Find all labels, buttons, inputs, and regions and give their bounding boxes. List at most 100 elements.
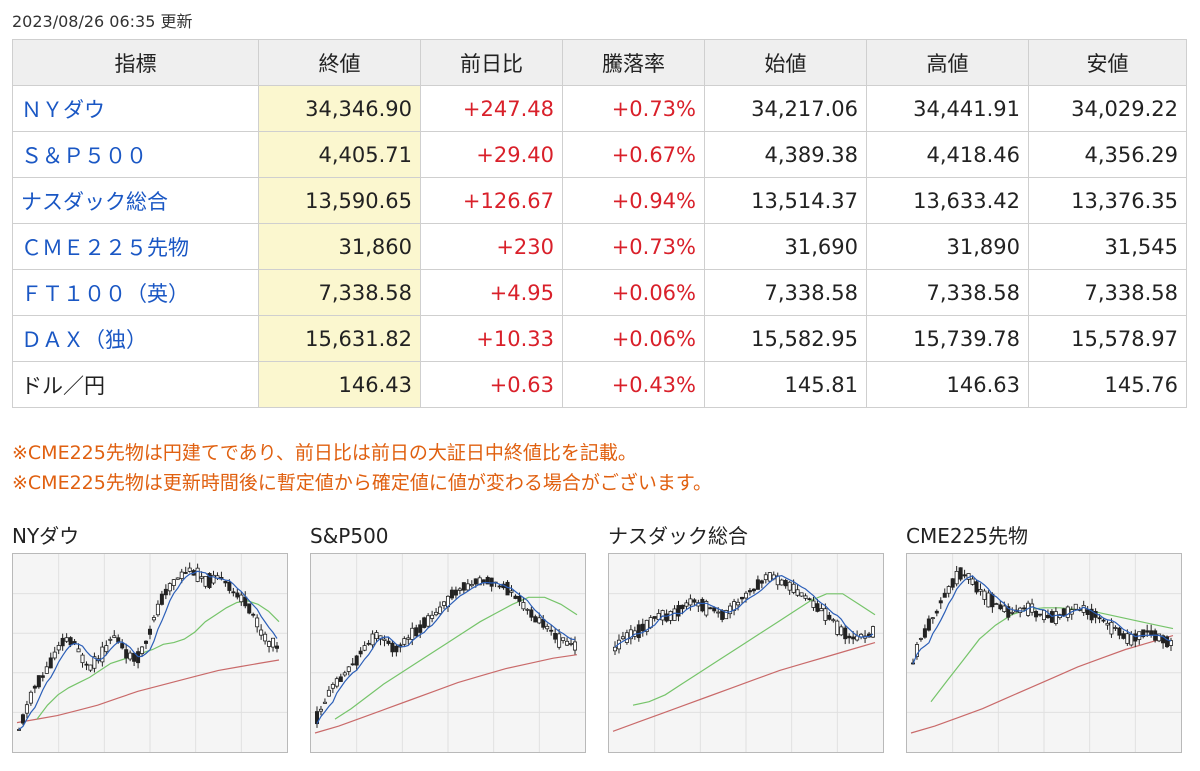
candle-body (350, 663, 355, 666)
moving-average-mid (334, 596, 578, 720)
candle-body (803, 595, 808, 599)
open-cell: 4,389.38 (704, 131, 867, 178)
candle-body (624, 632, 629, 643)
high-cell: 31,890 (866, 223, 1029, 270)
candle-body (223, 580, 228, 584)
candle-body (783, 580, 788, 587)
change-rate-cell: +0.67% (562, 131, 705, 178)
table-header-row: 指標 終値 前日比 騰落率 始値 高値 安値 (12, 39, 1187, 86)
candle-body (914, 644, 919, 657)
candle-body (946, 586, 951, 594)
change-rate-cell: +0.43% (562, 361, 705, 408)
indicator-link-dax[interactable]: ＤＡＸ（独） (21, 327, 147, 352)
candle-body (569, 642, 574, 645)
candle-body (120, 643, 125, 649)
candlestick-chart-sp500[interactable] (310, 553, 586, 753)
candle-body (545, 625, 550, 630)
candle-body (251, 613, 256, 616)
candle-body (640, 623, 645, 632)
candle-body (922, 628, 927, 638)
moving-average-long (16, 659, 280, 724)
candle-body (1113, 627, 1118, 629)
candle-body (1053, 611, 1058, 625)
candlestick-chart-nasdaq[interactable] (608, 553, 884, 753)
candle-body (962, 574, 967, 577)
candle-body (692, 599, 697, 603)
low-cell: 31,545 (1028, 223, 1187, 270)
candle-body (128, 652, 133, 660)
candle-body (410, 627, 415, 640)
indicator-link-ft100[interactable]: ＦＴ１００（英） (21, 281, 189, 306)
candlestick-chart-nydow[interactable] (12, 553, 288, 753)
candle-body (954, 570, 959, 585)
high-cell: 13,633.42 (866, 177, 1029, 224)
candle-body (92, 656, 97, 669)
change-cell: +230 (420, 223, 563, 270)
candle-body (1125, 633, 1130, 644)
updated-timestamp: 2023/08/26 06:35 更新 (12, 12, 193, 31)
candle-body (88, 664, 93, 671)
open-cell: 145.81 (704, 361, 867, 408)
indicator-name-usdjpy: ドル／円 (12, 361, 259, 408)
candle-body (370, 633, 375, 646)
candle-body (322, 701, 327, 704)
candle-body (56, 645, 61, 651)
candle-body (330, 683, 335, 689)
candle-body (382, 638, 387, 641)
close-cell: 146.43 (258, 361, 421, 408)
candle-body (199, 576, 204, 579)
candle-body (334, 678, 339, 687)
market-quotes-table: 指標 終値 前日比 騰落率 始値 高値 安値 ＮＹダウ 34,346.90 +2… (12, 39, 1187, 408)
candlestick-chart-cme225[interactable] (906, 553, 1182, 753)
candle-body (736, 601, 741, 606)
candle-body (704, 601, 709, 616)
candle-body (839, 626, 844, 636)
indicator-link-sp500[interactable]: Ｓ＆Ｐ５００ (21, 143, 147, 168)
candle-body (1006, 606, 1011, 618)
change-rate-cell: +0.73% (562, 223, 705, 270)
candle-body (513, 595, 518, 599)
candle-body (676, 605, 681, 617)
indicator-link-nydow[interactable]: ＮＹダウ (21, 97, 105, 122)
candle-body (688, 598, 693, 606)
low-cell: 4,356.29 (1028, 131, 1187, 178)
candle-body (986, 592, 991, 608)
candle-body (116, 637, 121, 643)
table-row: ＤＡＸ（独） 15,631.82 +10.33 +0.06% 15,582.95… (12, 315, 1187, 362)
candle-body (179, 571, 184, 579)
moving-average-short (912, 575, 1172, 665)
close-cell: 15,631.82 (258, 315, 421, 362)
candle-body (1117, 627, 1122, 636)
candle-body (497, 585, 502, 588)
candle-body (728, 605, 733, 615)
candle-body (171, 579, 176, 586)
candle-body (974, 581, 979, 593)
candle-body (1133, 633, 1138, 642)
candle-body (811, 600, 816, 608)
candle-body (755, 579, 760, 590)
candle-body (870, 626, 875, 638)
footnotes: ※CME225先物は円建てであり、前日比は前日の大証日中終値比を記載。 ※CME… (12, 438, 712, 498)
candle-body (17, 729, 22, 731)
candle-body (660, 610, 665, 621)
indicator-link-nasdaq[interactable]: ナスダック総合 (21, 189, 168, 214)
candle-body (533, 616, 538, 623)
candle-body (1073, 603, 1078, 610)
candle-body (652, 616, 657, 619)
candle-body (64, 637, 69, 642)
candle-body (227, 581, 232, 591)
indicator-link-cme225[interactable]: ＣＭＥ２２５先物 (21, 235, 189, 260)
candle-body (354, 655, 359, 666)
candle-body (1022, 607, 1027, 610)
candle-body (680, 604, 685, 610)
candle-body (1157, 633, 1162, 642)
change-cell: +247.48 (420, 85, 563, 132)
indicator-name-cell: ＤＡＸ（独） (12, 315, 259, 362)
candle-body (144, 640, 149, 644)
candle-body (235, 592, 240, 598)
candle-body (636, 624, 641, 639)
candle-body (1109, 621, 1114, 635)
candle-body (958, 567, 963, 580)
candle-body (759, 580, 764, 584)
candle-body (374, 632, 379, 640)
